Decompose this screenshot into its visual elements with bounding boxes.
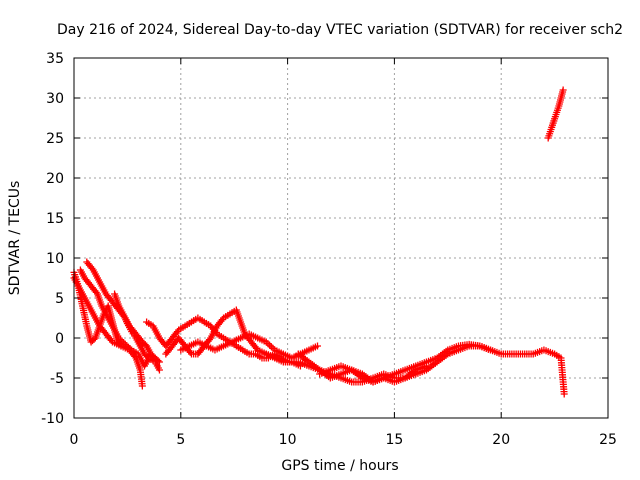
y-axis-label: SDTVAR / TECUs bbox=[7, 181, 23, 296]
data-point bbox=[314, 342, 322, 350]
data-point bbox=[118, 337, 126, 345]
data-point bbox=[155, 366, 163, 374]
chart-title: Day 216 of 2024, Sidereal Day-to-day VTE… bbox=[57, 22, 623, 38]
data-point bbox=[145, 354, 153, 362]
data-point bbox=[92, 288, 100, 296]
data-point bbox=[487, 346, 495, 354]
data-point bbox=[138, 382, 146, 390]
y-tick-label: 10 bbox=[46, 251, 64, 267]
y-tick-label: 15 bbox=[46, 211, 64, 227]
data-point bbox=[115, 334, 123, 342]
data-point bbox=[88, 264, 96, 272]
data-point bbox=[559, 86, 567, 94]
plot-frame bbox=[73, 57, 609, 419]
data-point bbox=[205, 336, 213, 344]
points-layer bbox=[70, 86, 568, 398]
data-point bbox=[126, 345, 134, 353]
y-tick-label: 35 bbox=[46, 51, 64, 67]
y-tick-label: 0 bbox=[55, 331, 64, 347]
data-point bbox=[143, 353, 151, 361]
y-tick-label: 30 bbox=[46, 91, 64, 107]
x-tick-label: 5 bbox=[176, 432, 185, 448]
x-tick-label: 15 bbox=[385, 432, 403, 448]
x-tick-label: 0 bbox=[70, 432, 79, 448]
label-layer: 0 5 10 15 20 25 -10 -5 0 5 10 15 20 25 30 35 bbox=[41, 51, 617, 448]
x-tick-label: 10 bbox=[279, 432, 297, 448]
y-tick-label: 20 bbox=[46, 171, 64, 187]
y-tick-label: 25 bbox=[46, 131, 64, 147]
y-tick-label: 5 bbox=[55, 291, 64, 307]
data-point bbox=[155, 358, 163, 366]
data-point bbox=[186, 348, 194, 356]
x-tick-label: 25 bbox=[599, 432, 617, 448]
y-tick-label: -5 bbox=[50, 371, 64, 387]
x-axis-label: GPS time / hours bbox=[281, 458, 398, 474]
x-tick-label: 20 bbox=[492, 432, 510, 448]
y-tick-label: -10 bbox=[41, 411, 64, 427]
data-point bbox=[116, 336, 124, 344]
data-point bbox=[154, 357, 162, 365]
data-point bbox=[120, 339, 128, 347]
data-point bbox=[560, 390, 568, 398]
